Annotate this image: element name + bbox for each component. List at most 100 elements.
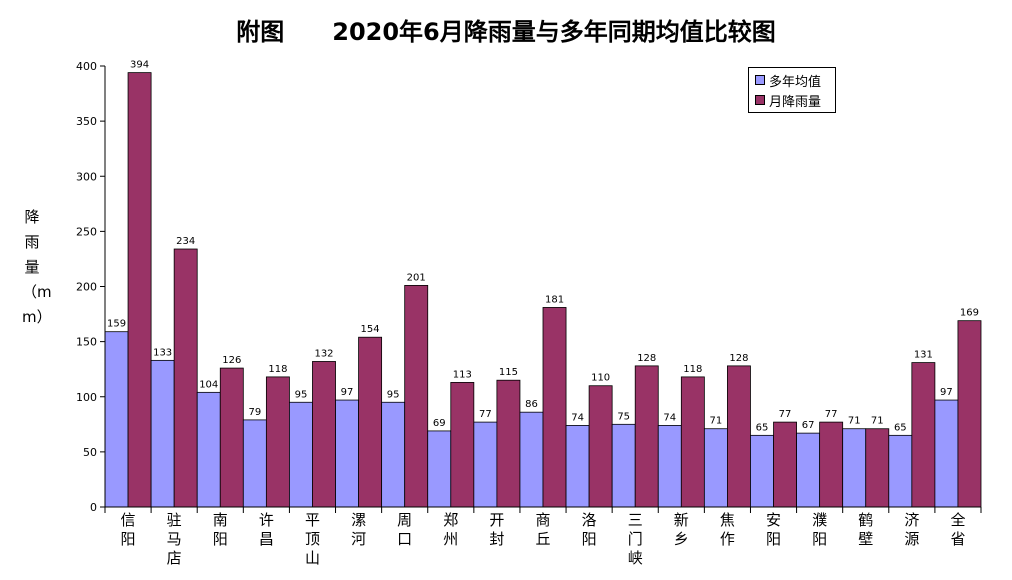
data-label: 115 (499, 367, 518, 378)
y-tick-label: 50 (83, 446, 97, 459)
data-label: 71 (710, 416, 723, 427)
bar-avg (842, 428, 867, 508)
bar-month (127, 72, 152, 508)
bar-avg (473, 421, 498, 508)
bar-avg (196, 391, 221, 508)
x-tick-label: 鹤壁 (858, 511, 873, 548)
legend-label-avg: 多年均值 (769, 74, 822, 90)
y-tick-label: 250 (76, 225, 97, 238)
data-label: 181 (545, 294, 564, 305)
data-label: 169 (960, 308, 979, 319)
bar-month (727, 365, 751, 508)
bar-avg (611, 423, 636, 508)
x-tick-label: 三门峡 (628, 511, 643, 567)
x-tick-label: 漯河 (351, 511, 366, 548)
data-label: 234 (176, 236, 195, 247)
bar-month (773, 421, 797, 508)
bar-avg (796, 432, 821, 508)
bar-avg (104, 331, 129, 508)
y-tick-label: 200 (76, 281, 97, 294)
legend-item-avg: 多年均值 (755, 70, 821, 90)
data-label: 132 (314, 348, 333, 359)
bar-month (680, 376, 705, 508)
bar-month (219, 367, 244, 508)
bar-month (865, 428, 890, 508)
data-label: 86 (525, 399, 538, 410)
bar-avg (934, 399, 959, 508)
data-label: 77 (825, 409, 838, 420)
bar-month (819, 421, 844, 508)
data-label: 110 (591, 373, 610, 384)
bar-avg (427, 430, 452, 508)
bar-avg (150, 359, 175, 508)
bar-month (496, 379, 521, 508)
bar-avg (519, 411, 544, 508)
x-tick-label: 焦作 (720, 511, 735, 548)
bar-month (634, 365, 659, 508)
y-tick-label: 350 (76, 115, 97, 128)
legend-swatch-month (755, 95, 765, 105)
data-label: 118 (268, 364, 287, 375)
y-tick-label: 400 (76, 60, 97, 73)
x-tick-label: 开封 (489, 511, 504, 548)
bar-avg (888, 434, 913, 508)
bar-month (404, 284, 429, 508)
data-label: 71 (871, 416, 884, 427)
x-tick-label: 全省 (950, 511, 965, 548)
data-label: 128 (729, 353, 748, 364)
data-label: 74 (571, 412, 584, 423)
data-label: 131 (914, 350, 933, 361)
data-label: 154 (361, 324, 380, 335)
data-label: 65 (894, 422, 907, 433)
data-label: 113 (453, 369, 472, 380)
bar-month (588, 385, 613, 508)
bar-month (542, 307, 567, 508)
y-tick-label: 150 (76, 336, 97, 349)
x-tick-label: 商丘 (535, 511, 550, 548)
data-label: 97 (341, 387, 354, 398)
bar-month (358, 336, 383, 508)
data-label: 133 (153, 347, 172, 358)
legend-swatch-avg (755, 75, 765, 85)
data-label: 104 (199, 379, 218, 390)
data-label: 394 (130, 60, 149, 71)
legend-item-month: 月降雨量 (755, 90, 821, 110)
legend-label-month: 月降雨量 (769, 94, 822, 110)
data-label: 95 (387, 389, 400, 400)
data-label: 159 (107, 319, 126, 330)
x-tick-label: 郑州 (443, 511, 458, 548)
data-label: 71 (848, 416, 861, 427)
x-tick-label: 洛阳 (582, 511, 597, 548)
bar-avg (657, 425, 682, 508)
bar-month (265, 376, 290, 508)
chart-title: 附图 2020年6月降雨量与多年同期均值比较图 (236, 18, 776, 46)
legend: 多年均值 月降雨量 (748, 67, 836, 113)
bar-avg (565, 425, 590, 508)
x-tick-label: 濮阳 (812, 511, 827, 548)
x-tick-label: 驻马店 (167, 511, 182, 567)
data-label: 95 (295, 389, 308, 400)
x-tick-label: 济源 (904, 511, 919, 548)
x-tick-label: 平顶山 (305, 511, 320, 567)
data-label: 69 (433, 418, 446, 429)
data-label: 79 (248, 407, 261, 418)
data-label: 97 (940, 387, 953, 398)
bar-month (957, 320, 982, 508)
data-label: 74 (663, 412, 676, 423)
data-label: 65 (756, 422, 769, 433)
x-tick-label: 信阳 (121, 511, 136, 548)
bar-avg (289, 401, 313, 508)
y-tick-label: 300 (76, 170, 97, 183)
bar-avg (242, 419, 267, 508)
data-label: 77 (479, 409, 492, 420)
bar-month (173, 248, 198, 508)
data-label: 201 (407, 272, 426, 283)
bar-avg (750, 434, 774, 508)
x-tick-label: 新乡 (674, 511, 689, 548)
bar-month (450, 382, 475, 508)
bar-month (312, 361, 336, 508)
x-tick-label: 许昌 (259, 511, 274, 548)
data-label: 67 (802, 420, 815, 431)
x-tick-label: 安阳 (766, 511, 781, 548)
